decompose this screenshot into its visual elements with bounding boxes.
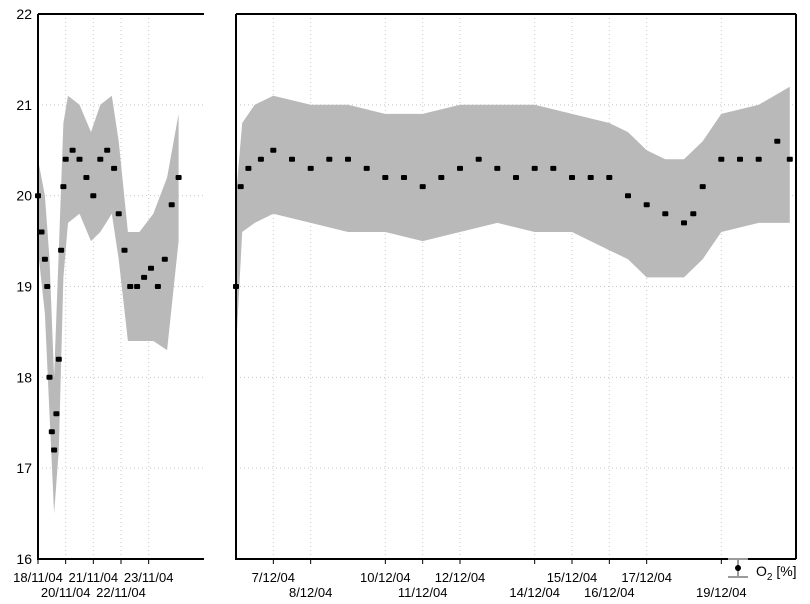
x-tick-label: 14/12/04 bbox=[509, 585, 560, 600]
data-point-0-5 bbox=[48, 429, 55, 435]
data-point-1-24 bbox=[643, 202, 650, 208]
x-tick-label: 17/12/04 bbox=[621, 570, 672, 585]
x-tick-label: 21/11/04 bbox=[69, 570, 119, 585]
x-tick-label: 16/12/04 bbox=[584, 585, 635, 600]
data-point-1-22 bbox=[606, 175, 613, 180]
data-point-1-14 bbox=[457, 165, 463, 171]
data-point-1-27 bbox=[690, 211, 697, 217]
data-point-1-7 bbox=[326, 156, 333, 162]
uncertainty-band-0 bbox=[38, 95, 179, 514]
data-point-0-13 bbox=[76, 156, 83, 162]
data-point-0-2 bbox=[41, 256, 48, 262]
data-point-1-25 bbox=[662, 211, 669, 217]
point-layer bbox=[35, 138, 793, 453]
data-point-1-5 bbox=[289, 156, 295, 162]
legend: O2 [%] bbox=[728, 558, 797, 583]
data-point-0-27 bbox=[168, 202, 175, 208]
x-tick-label: 15/12/04 bbox=[547, 570, 598, 585]
x-tick-label: 8/12/04 bbox=[289, 585, 332, 600]
axis-frame-1 bbox=[235, 14, 796, 560]
data-point-1-18 bbox=[531, 165, 538, 171]
data-point-1-19 bbox=[550, 165, 557, 171]
data-point-1-3 bbox=[257, 156, 264, 162]
y-tick-label: 16 bbox=[16, 551, 32, 567]
legend-label: O2 [%] bbox=[756, 563, 797, 583]
data-point-0-8 bbox=[55, 356, 62, 362]
data-point-1-28 bbox=[699, 184, 706, 190]
data-point-1-4 bbox=[270, 147, 277, 153]
x-tick-label: 7/12/04 bbox=[252, 570, 295, 585]
legend-label-unit: [%] bbox=[772, 563, 796, 579]
data-point-0-22 bbox=[134, 284, 141, 289]
data-point-1-32 bbox=[774, 138, 781, 144]
tick-layer: 16 17 18 19 20 21 22 18/11/0420/11/0421/11/0422… bbox=[13, 6, 746, 600]
band-layer bbox=[38, 86, 790, 514]
axis-layer bbox=[37, 13, 797, 564]
data-point-0-6 bbox=[51, 447, 58, 453]
data-point-1-6 bbox=[307, 165, 314, 171]
data-point-0-7 bbox=[53, 411, 60, 417]
uncertainty-band-1 bbox=[236, 86, 790, 351]
axis-frame-0 bbox=[37, 14, 204, 560]
x-tick-label: 19/12/04 bbox=[696, 585, 747, 600]
data-point-1-20 bbox=[569, 175, 575, 180]
data-point-0-1 bbox=[38, 229, 45, 235]
data-point-1-29 bbox=[718, 156, 725, 162]
data-point-0-21 bbox=[127, 284, 134, 289]
x-tick-label: 11/12/04 bbox=[398, 585, 448, 600]
data-point-1-26 bbox=[681, 220, 687, 226]
y-tick-label: 22 bbox=[16, 6, 32, 22]
data-point-1-16 bbox=[494, 165, 501, 171]
data-point-1-30 bbox=[737, 156, 743, 162]
data-point-1-33 bbox=[786, 156, 793, 162]
x-tick-label: 12/12/04 bbox=[435, 570, 486, 585]
data-point-0-17 bbox=[104, 147, 111, 153]
y-tick-label: 20 bbox=[16, 188, 32, 204]
x-tick-label: 22/11/04 bbox=[96, 585, 146, 600]
data-point-1-23 bbox=[625, 193, 631, 199]
data-point-1-8 bbox=[345, 156, 351, 162]
data-point-0-25 bbox=[154, 284, 161, 289]
data-point-0-15 bbox=[90, 193, 97, 199]
y-tick-label: 19 bbox=[16, 279, 32, 295]
data-point-1-31 bbox=[755, 156, 762, 162]
data-point-0-14 bbox=[83, 175, 90, 180]
data-point-1-12 bbox=[419, 184, 426, 190]
x-tick-label: 10/12/04 bbox=[360, 570, 411, 585]
data-point-1-21 bbox=[587, 175, 594, 180]
data-point-0-26 bbox=[161, 256, 168, 262]
data-point-0-9 bbox=[58, 247, 65, 253]
data-point-0-10 bbox=[60, 184, 67, 190]
x-tick-label: 18/11/04 bbox=[13, 570, 63, 585]
data-point-0-3 bbox=[44, 284, 51, 289]
x-tick-label: 20/11/04 bbox=[41, 585, 91, 600]
legend-label-main: O bbox=[756, 563, 767, 579]
y-tick-label: 21 bbox=[16, 97, 32, 113]
data-point-1-13 bbox=[438, 175, 445, 180]
data-point-1-10 bbox=[382, 175, 389, 180]
data-point-0-24 bbox=[148, 265, 154, 271]
data-point-1-1 bbox=[237, 184, 244, 190]
data-point-1-17 bbox=[513, 175, 519, 180]
data-point-0-20 bbox=[121, 247, 128, 253]
y-tick-label: 17 bbox=[16, 460, 32, 476]
data-point-0-11 bbox=[62, 156, 69, 162]
legend-marker bbox=[735, 565, 741, 571]
data-point-0-28 bbox=[175, 175, 182, 180]
x-tick-label: 23/11/04 bbox=[124, 570, 174, 585]
data-point-0-12 bbox=[69, 147, 76, 153]
y-tick-label: 18 bbox=[16, 369, 32, 385]
data-point-0-23 bbox=[141, 274, 148, 280]
data-point-0-19 bbox=[115, 211, 122, 217]
data-point-0-16 bbox=[97, 156, 104, 162]
data-point-0-18 bbox=[111, 165, 118, 171]
legend-label-sub: 2 bbox=[767, 572, 773, 583]
data-point-1-11 bbox=[401, 175, 407, 180]
data-point-1-9 bbox=[363, 165, 370, 171]
data-point-0-4 bbox=[46, 374, 53, 380]
data-point-1-2 bbox=[245, 165, 252, 171]
data-point-1-15 bbox=[475, 156, 482, 162]
